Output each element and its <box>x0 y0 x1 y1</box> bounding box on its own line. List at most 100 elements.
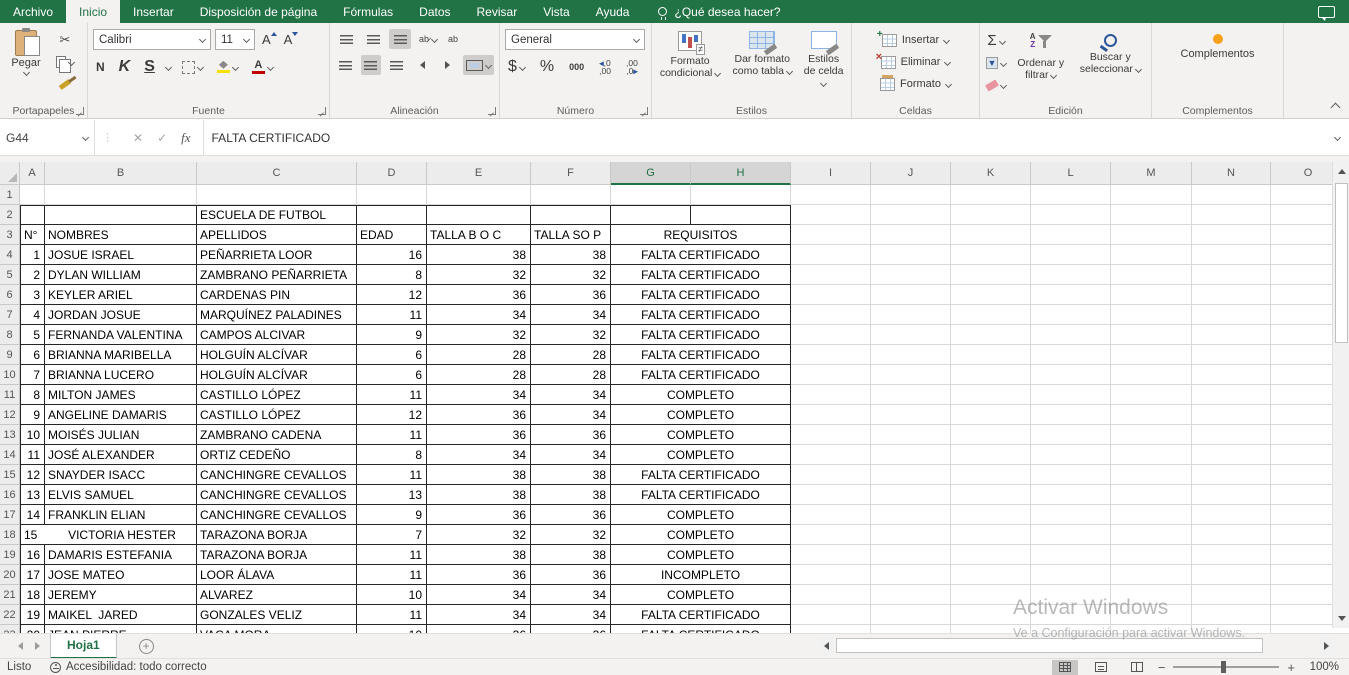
cell-M9[interactable] <box>1111 345 1192 365</box>
cell-N18[interactable] <box>1192 525 1271 545</box>
column-header-I[interactable]: I <box>791 162 871 185</box>
cell-J13[interactable] <box>871 425 951 445</box>
cell-K7[interactable] <box>951 305 1031 325</box>
cell-J20[interactable] <box>871 565 951 585</box>
expand-formula-bar-icon[interactable] <box>1325 120 1349 155</box>
column-header-F[interactable]: F <box>531 162 611 185</box>
clear-button[interactable] <box>983 75 1009 95</box>
comma-style-button[interactable]: 000 <box>569 62 585 72</box>
cell-B7[interactable]: JORDAN JOSUE <box>45 305 197 325</box>
cell-D4[interactable]: 16 <box>357 245 427 265</box>
addins-button[interactable]: Complementos <box>1155 26 1280 60</box>
cell-A18[interactable]: 15 VICTORIA HESTER <box>20 525 197 545</box>
cell-A5[interactable]: 2 <box>20 265 45 285</box>
ribbon-tab-vista[interactable]: Vista <box>543 4 570 19</box>
cell-O19[interactable] <box>1271 545 1332 565</box>
ribbon-tab-ayuda[interactable]: Ayuda <box>595 4 630 19</box>
cell-J21[interactable] <box>871 585 951 605</box>
ribbon-tab-datos[interactable]: Datos <box>419 4 451 19</box>
cell-D16[interactable]: 13 <box>357 485 427 505</box>
cell-I11[interactable] <box>791 385 871 405</box>
cell-F6[interactable]: 36 <box>531 285 611 305</box>
row-header-18[interactable]: 18 <box>0 525 20 545</box>
cell-B4[interactable]: JOSUE ISRAEL <box>45 245 197 265</box>
cell-D8[interactable]: 9 <box>357 325 427 345</box>
cell-K13[interactable] <box>951 425 1031 445</box>
column-header-H[interactable]: H <box>691 162 791 185</box>
cell-B20[interactable]: JOSE MATEO <box>45 565 197 585</box>
cell-A15[interactable]: 12 <box>20 465 45 485</box>
cell-O12[interactable] <box>1271 405 1332 425</box>
cell-F23[interactable]: 36 <box>531 625 611 633</box>
cell-B10[interactable]: BRIANNA LUCERO <box>45 365 197 385</box>
cell-F15[interactable]: 38 <box>531 465 611 485</box>
cell-D10[interactable]: 6 <box>357 365 427 385</box>
cell-D1[interactable] <box>357 185 427 205</box>
cell-L9[interactable] <box>1031 345 1111 365</box>
cell-F5[interactable]: 32 <box>531 265 611 285</box>
cell-G13[interactable]: COMPLETO <box>611 425 791 445</box>
zoom-slider-thumb[interactable] <box>1221 661 1227 673</box>
chevron-down-icon[interactable] <box>164 63 172 71</box>
cell-E4[interactable]: 38 <box>427 245 531 265</box>
select-all-corner[interactable] <box>0 162 20 185</box>
row-header-8[interactable]: 8 <box>0 325 20 345</box>
ribbon-tab-inicio[interactable]: Inicio <box>66 0 121 23</box>
cell-G8[interactable]: FALTA CERTIFICADO <box>611 325 791 345</box>
cell-E18[interactable]: 32 <box>427 525 531 545</box>
cell-C15[interactable]: CANCHINGRE CEVALLOS <box>197 465 357 485</box>
cell-E6[interactable]: 36 <box>427 285 531 305</box>
cell-D20[interactable]: 11 <box>357 565 427 585</box>
currency-button[interactable]: $ <box>505 57 528 77</box>
cell-G16[interactable]: FALTA CERTIFICADO <box>611 485 791 505</box>
cell-O10[interactable] <box>1271 365 1332 385</box>
cell-C10[interactable]: HOLGUÍN ALCÍVAR <box>197 365 357 385</box>
cell-L22[interactable] <box>1031 605 1111 625</box>
cell-G6[interactable]: FALTA CERTIFICADO <box>611 285 791 305</box>
cell-G1[interactable] <box>611 185 691 205</box>
row-header-2[interactable]: 2 <box>0 205 20 225</box>
cell-C3[interactable]: APELLIDOS <box>197 225 357 245</box>
zoom-slider[interactable] <box>1173 661 1280 673</box>
cell-N13[interactable] <box>1192 425 1271 445</box>
scroll-left-button[interactable] <box>820 637 833 654</box>
cell-N2[interactable] <box>1192 205 1271 225</box>
cell-G10[interactable]: FALTA CERTIFICADO <box>611 365 791 385</box>
cell-F18[interactable]: 32 <box>531 525 611 545</box>
dialog-launcher-icon[interactable] <box>640 107 648 115</box>
cell-K1[interactable] <box>951 185 1031 205</box>
cell-A13[interactable]: 10 <box>20 425 45 445</box>
cell-I6[interactable] <box>791 285 871 305</box>
cell-A7[interactable]: 4 <box>20 305 45 325</box>
cell-L11[interactable] <box>1031 385 1111 405</box>
cell-I4[interactable] <box>791 245 871 265</box>
cell-O2[interactable] <box>1271 205 1332 225</box>
row-header-9[interactable]: 9 <box>0 345 20 365</box>
row-header-15[interactable]: 15 <box>0 465 20 485</box>
cell-C6[interactable]: CARDENAS PIN <box>197 285 357 305</box>
row-header-14[interactable]: 14 <box>0 445 20 465</box>
percent-button[interactable]: % <box>539 58 555 75</box>
cell-F13[interactable]: 36 <box>531 425 611 445</box>
cell-K4[interactable] <box>951 245 1031 265</box>
cell-B11[interactable]: MILTON JAMES <box>45 385 197 405</box>
cell-K2[interactable] <box>951 205 1031 225</box>
cell-F4[interactable]: 38 <box>531 245 611 265</box>
cell-E1[interactable] <box>427 185 531 205</box>
cell-D2[interactable] <box>357 205 427 225</box>
cell-M2[interactable] <box>1111 205 1192 225</box>
cell-L16[interactable] <box>1031 485 1111 505</box>
align-center-button[interactable] <box>360 55 382 75</box>
cell-I22[interactable] <box>791 605 871 625</box>
cell-I20[interactable] <box>791 565 871 585</box>
cell-I7[interactable] <box>791 305 871 325</box>
increase-font-button[interactable]: A <box>259 30 277 50</box>
horizontal-scrollbar[interactable] <box>820 637 1333 654</box>
cell-C17[interactable]: CANCHINGRE CEVALLOS <box>197 505 357 525</box>
cell-I3[interactable] <box>791 225 871 245</box>
align-bottom-button[interactable] <box>389 29 411 49</box>
cell-K9[interactable] <box>951 345 1031 365</box>
cell-G14[interactable]: COMPLETO <box>611 445 791 465</box>
cell-E23[interactable]: 36 <box>427 625 531 633</box>
